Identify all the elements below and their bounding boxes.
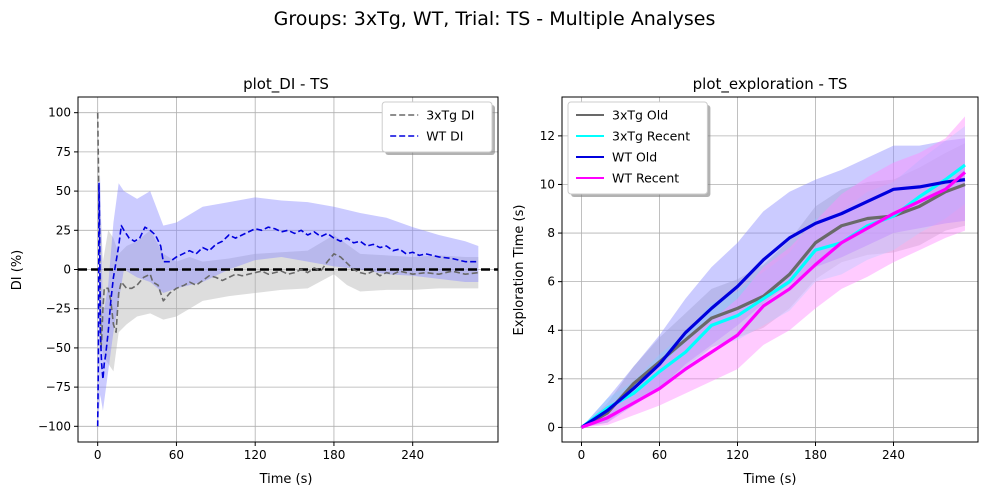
chart-di-series-0 <box>96 112 479 349</box>
chart-exploration-legend-label-3: WT Recent <box>612 171 679 186</box>
chart-di-plot-area <box>78 112 498 427</box>
chart-di-xtick-label: 0 <box>94 448 102 462</box>
chart-di-ytick-label: −50 <box>46 341 71 355</box>
chart-exploration-axes-frame <box>561 96 979 443</box>
chart-exploration-ytick-label: 8 <box>547 226 555 240</box>
chart-di-ytick-label: 100 <box>48 106 71 120</box>
chart-exploration-xtick-label: 240 <box>882 448 905 462</box>
chart-exploration-legend-label-1: 3xTg Recent <box>612 129 690 144</box>
chart-exploration-xtick-label: 120 <box>726 448 749 462</box>
chart-exploration-band-3 <box>581 116 965 428</box>
chart-di-band-0 <box>97 112 479 372</box>
chart-di-ytick-label: 50 <box>56 184 71 198</box>
chart-exploration-ytick-label: 10 <box>540 177 555 191</box>
chart-exploration-ytick-label: 12 <box>540 129 555 143</box>
chart-exploration-legend-box <box>567 101 708 195</box>
chart-di-ytick-label: 0 <box>63 263 71 277</box>
chart-exploration-ytick-label: 0 <box>547 420 555 434</box>
chart-di-ytick-label: −100 <box>38 419 71 433</box>
chart-exploration-legend-label-2: WT Old <box>612 150 657 165</box>
chart-di-legend: 3xTg DI WT DI <box>381 101 495 155</box>
chart-exploration-plot-area <box>580 116 967 429</box>
chart-exploration-series-0 <box>580 182 966 429</box>
chart-exploration-ytick-label: 2 <box>547 372 555 386</box>
chart-exploration-xtick-label: 60 <box>652 448 667 462</box>
chart-exploration-series-3 <box>580 171 967 429</box>
chart-di-xtick-label: 120 <box>244 448 267 462</box>
chart-di: plot_DI - TS Time (s) DI (%) 0 60 120 180 24… <box>10 75 499 487</box>
chart-di-legend-label-0: 3xTg DI <box>426 108 474 123</box>
chart-di-xtick-label: 240 <box>401 448 424 462</box>
chart-di-ytick-label: 75 <box>56 145 71 159</box>
chart-exploration-title: plot_exploration - TS <box>693 75 848 94</box>
chart-di-legend-label-1: WT DI <box>426 129 463 144</box>
chart-di-ytick-label: 25 <box>56 223 71 237</box>
chart-exploration-xlabel: Time (s) <box>743 472 797 487</box>
chart-exploration-band-2 <box>581 138 965 428</box>
chart-di-ylabel: DI (%) <box>10 250 25 290</box>
chart-exploration-legend-label-0: 3xTg Old <box>612 108 668 123</box>
chart-exploration-xtick-label: 180 <box>804 448 827 462</box>
chart-exploration-ytick-label: 4 <box>547 323 555 337</box>
chart-di-xtick-label: 180 <box>322 448 345 462</box>
chart-exploration-legend: 3xTg Old 3xTg Recent WT Old WT Recent <box>567 101 711 197</box>
chart-di-series-1 <box>96 182 479 427</box>
chart-exploration-ylabel: Exploration Time (s) <box>512 205 527 336</box>
chart-exploration-xtick-label: 0 <box>578 448 586 462</box>
chart-di-xtick-label: 60 <box>169 448 184 462</box>
chart-di-band-1 <box>97 175 479 427</box>
chart-di-xlabel: Time (s) <box>259 472 313 487</box>
chart-di-title: plot_DI - TS <box>243 75 329 94</box>
chart-exploration: plot_exploration - TS Time (s) Explorati… <box>512 75 979 487</box>
figure-suptitle: Groups: 3xTg, WT, Trial: TS - Multiple A… <box>274 8 716 30</box>
chart-di-ytick-label: −75 <box>46 380 71 394</box>
chart-exploration-series-2 <box>580 178 966 429</box>
chart-exploration-ytick-label: 6 <box>547 275 555 289</box>
chart-di-ytick-label: −25 <box>46 302 71 316</box>
